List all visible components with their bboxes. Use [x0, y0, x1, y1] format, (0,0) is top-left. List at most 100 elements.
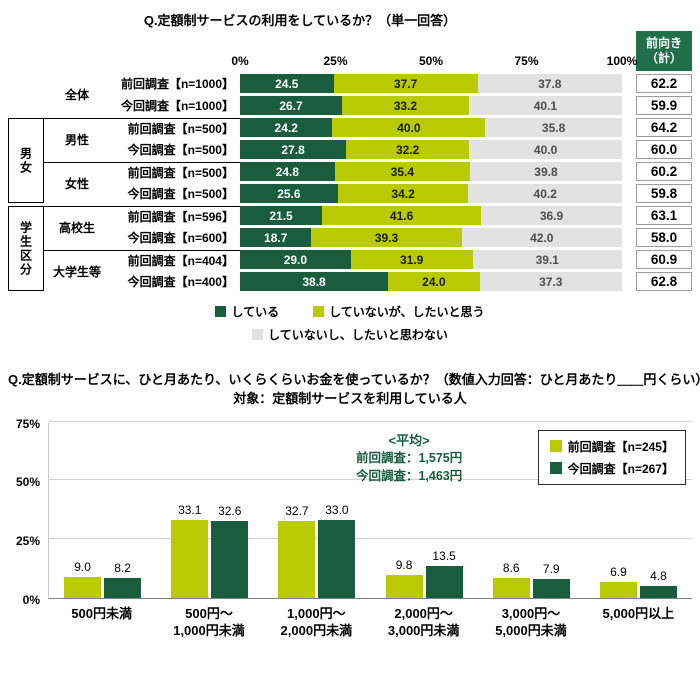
- axis-tick-label: 25%: [323, 54, 348, 68]
- average-heading: <平均>: [388, 432, 430, 448]
- bar-segment: 24.8: [240, 162, 335, 181]
- row-label-area: 全体 前回調査【n=1000】 今回調査【n=1000】 男女 男性 前回調査【n=500…: [8, 74, 240, 291]
- axis-tick-label: 0%: [231, 54, 249, 68]
- bar-segment: 34.2: [337, 184, 469, 203]
- bar-segment: 35.4: [334, 162, 470, 181]
- table-row: 18.7 39.3 42.0 58.0: [240, 228, 692, 247]
- x-axis-label: 3,000円〜 5,000円未満: [477, 606, 584, 640]
- bar-segment: 31.9: [350, 250, 473, 269]
- category-group: 32.7 33.0: [263, 423, 370, 598]
- bar: 9.0: [64, 560, 102, 598]
- x-axis-label: 2,000円〜 3,000円未満: [370, 606, 477, 640]
- chart2-plot-wrap: 0% 25% 50% 75% <平均> 前回調査：1,575円 今回調査：1,463円 前…: [8, 417, 692, 607]
- chart1-title: Q.定額制サービスの利用をしているか？（単一回答）: [143, 13, 457, 28]
- group-label: 男女: [8, 118, 44, 203]
- chart2-bars: 9.0 8.2 33.1 32.6 32.7 33.0 9.8 13.5 8.6 7.9 6.9 4.…: [49, 423, 692, 598]
- bar-segment: 40.0: [332, 118, 486, 137]
- chart1-legend: している していないが、したいと思うしていないし、したいと思わない: [130, 303, 570, 343]
- y-tick-label: 0%: [22, 592, 40, 607]
- bar-segment: 39.8: [469, 162, 622, 181]
- legend-label: 今回調査【n=267】: [567, 461, 674, 476]
- category-group: 8.6 7.9: [478, 423, 585, 598]
- table-row: 24.2 40.0 35.8 64.2: [240, 118, 692, 137]
- bar-segment: 36.9: [481, 206, 622, 225]
- bar-value-label: 33.1: [178, 503, 202, 518]
- bar-segment: 41.6: [322, 206, 482, 225]
- bar-segment: 18.7: [240, 228, 312, 247]
- category-group: 33.1 32.6: [156, 423, 263, 598]
- table-row: 29.0 31.9 39.1 60.9: [240, 250, 692, 269]
- subgroup-label: 男性: [44, 118, 110, 159]
- bar: 9.8: [385, 558, 423, 598]
- group-label: 学生区分: [8, 206, 44, 291]
- bar-segment: 40.2: [468, 184, 622, 203]
- positive-total-value: 60.9: [636, 250, 692, 269]
- positive-total-value: 62.8: [636, 272, 692, 291]
- positive-total-value: 63.1: [636, 206, 692, 225]
- positive-total-header-line2: （計）: [645, 51, 682, 65]
- bar-value-label: 7.9: [542, 562, 560, 577]
- x-axis-label-line: 3,000円〜: [501, 605, 561, 621]
- bar-value-label: 32.7: [285, 503, 309, 518]
- chart2-title-line1: Q.定額制サービスに、ひと月あたり、いくらくらいお金を使っているか？（数値入力回…: [8, 372, 700, 387]
- bar-segment: 35.8: [485, 118, 622, 137]
- monthly-spend-chart: Q.定額制サービスに、ひと月あたり、いくらくらいお金を使っているか？（数値入力回…: [8, 371, 700, 640]
- subgroup-label: 高校生: [44, 206, 110, 247]
- subgroup-label: 全体: [64, 88, 89, 102]
- bar-value-label: 8.6: [502, 560, 520, 575]
- row-label: 今回調査【n=600】: [127, 231, 234, 245]
- subscription-usage-chart: Q.定額制サービスの利用をしているか？（単一回答） 全体 前回調査【n=1000】…: [8, 10, 692, 343]
- row-label: 前回調査【n=596】: [110, 206, 240, 225]
- x-axis-label-line: 500円〜: [185, 605, 233, 621]
- x-axis-label: 500円未満: [48, 606, 155, 640]
- stacked-bar: 26.7 33.2 40.1: [240, 96, 622, 115]
- chart1-plot-column: 0% 25% 50% 75% 100% 前向き （計） 24.5 37.7 37.8 62.2…: [231, 31, 692, 291]
- bar: 33.1: [171, 503, 209, 598]
- legend-item: していないが、したいと思う: [313, 303, 485, 320]
- bar-segment: 24.0: [388, 272, 480, 291]
- positive-total-header-line1: 前向き: [645, 36, 682, 50]
- axis-tick-label: 50%: [418, 54, 444, 68]
- bar: 33.0: [318, 503, 356, 598]
- bar: 13.5: [425, 549, 463, 598]
- row-label: 今回調査【n=500】: [127, 187, 234, 201]
- positive-total-header: 前向き （計）: [636, 31, 692, 71]
- chart1-table: 全体 前回調査【n=1000】 今回調査【n=1000】 男女 男性 前回調査【n=500…: [8, 31, 692, 291]
- y-tick-label: 50%: [15, 475, 40, 490]
- row-label: 前回調査【n=500】: [110, 118, 240, 137]
- stacked-bar: 21.5 41.6 36.9: [240, 206, 622, 225]
- category-group: 9.8 13.5: [371, 423, 478, 598]
- bar-segment: 27.8: [240, 140, 347, 159]
- legend-item: していないし、したいと思わない: [252, 326, 448, 343]
- subgroup-label: 大学生等: [44, 250, 110, 291]
- bar-segment: 40.0: [469, 140, 622, 159]
- positive-total-value: 60.2: [636, 162, 692, 181]
- table-row: 24.5 37.7 37.8 62.2: [240, 74, 692, 93]
- gridline: [49, 479, 692, 481]
- bar-value-label: 9.0: [74, 559, 91, 574]
- gridline: [49, 420, 692, 422]
- chart2-legend: 前回調査【n=245】 今回調査【n=267】: [537, 429, 686, 485]
- table-row: 27.8 32.2 40.0 60.0: [240, 140, 692, 159]
- legend-swatch: [252, 329, 264, 340]
- axis-tick-label: 100%: [606, 54, 638, 68]
- y-tick-label: 25%: [15, 534, 40, 549]
- bar: 8.2: [104, 561, 142, 598]
- x-axis-label-line: 1,000円〜: [287, 605, 346, 621]
- legend-item: 今回調査【n=267】: [549, 460, 674, 477]
- chart2-plot: <平均> 前回調査：1,575円 今回調査：1,463円 前回調査【n=245】 今回…: [48, 420, 692, 599]
- bar-segment: 24.2: [240, 118, 333, 137]
- legend-swatch: [313, 306, 325, 317]
- average-line: 今回調査：1,463円: [355, 469, 463, 484]
- bar-value-label: 33.0: [325, 503, 349, 518]
- x-axis-label: 1,000円〜 2,000円未満: [263, 606, 370, 640]
- bar-segment: 38.8: [240, 272, 389, 291]
- chart2-x-labels: 500円未満 500円〜 1,000円未満 1,000円〜 2,000円未満 2,000円…: [48, 606, 692, 640]
- row-label: 前回調査【n=404】: [110, 250, 240, 269]
- bar-segment: 21.5: [240, 206, 323, 225]
- bar-segment: 40.1: [468, 96, 622, 115]
- stacked-bar: 29.0 31.9 39.1: [240, 250, 622, 269]
- x-axis-label: 500円〜 1,000円未満: [155, 606, 262, 640]
- legend-label: している: [231, 305, 280, 319]
- positive-total-value: 59.9: [636, 96, 692, 115]
